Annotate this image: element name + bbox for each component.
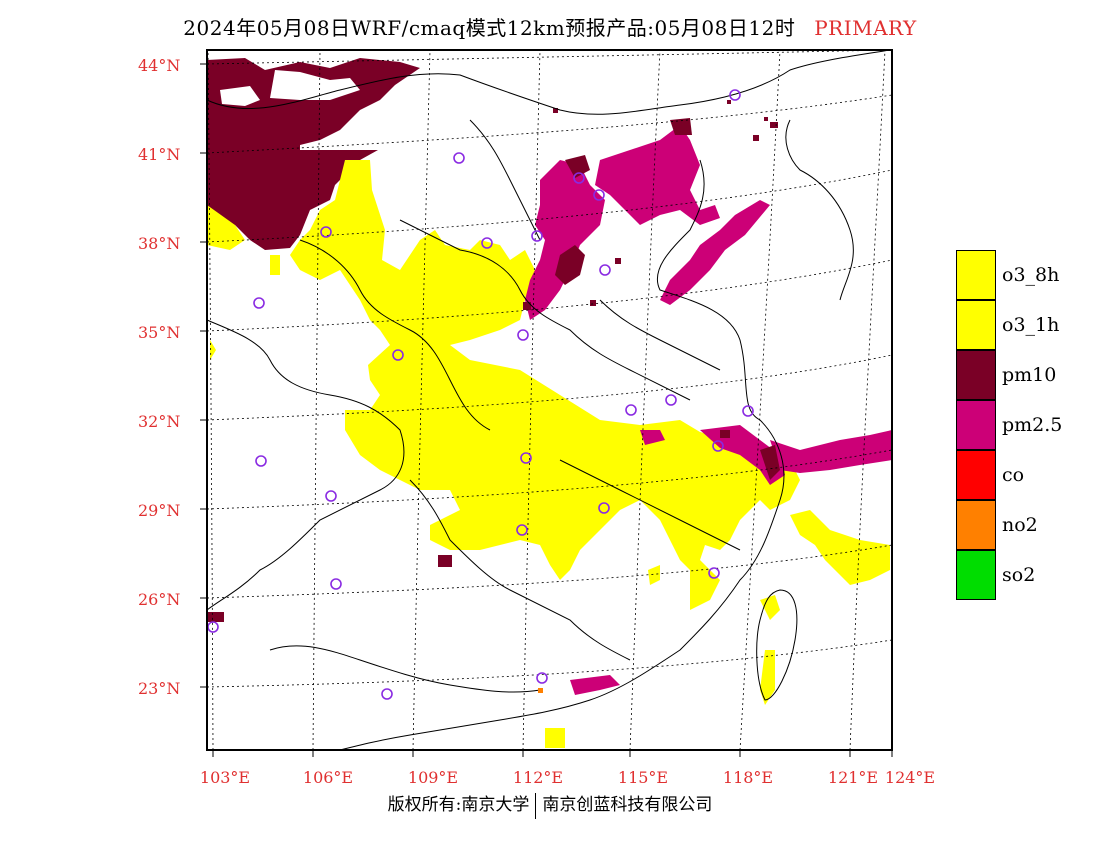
lon-label-121: 121°E xyxy=(827,768,879,787)
lat-label-41: 41°N xyxy=(138,145,181,164)
footer-separator xyxy=(535,792,537,819)
legend-item-so2: so2 xyxy=(956,550,1096,600)
no2-spot xyxy=(538,688,543,693)
lon-label-124: 124°E xyxy=(884,768,936,787)
o3-central xyxy=(290,160,800,610)
lon-label-106: 106°E xyxy=(302,768,354,787)
pm25-shandong xyxy=(660,200,770,305)
lon-label-109: 109°E xyxy=(407,768,459,787)
legend-swatch xyxy=(956,300,996,350)
pm25-yangtze-delta xyxy=(700,425,785,485)
legend-swatch xyxy=(956,250,996,300)
boundaries xyxy=(206,49,891,751)
map-frame xyxy=(206,49,893,751)
title-tag: PRIMARY xyxy=(814,16,917,40)
pm25-north-china-1 xyxy=(595,125,720,225)
pm25-regions xyxy=(525,125,892,695)
legend-label: o3_1h xyxy=(1002,314,1060,336)
lon-label-112: 112°E xyxy=(512,768,564,787)
lon-label-118: 118°E xyxy=(722,768,774,787)
lat-label-35: 35°N xyxy=(138,323,181,342)
legend-swatch xyxy=(956,550,996,600)
legend-swatch xyxy=(956,400,996,450)
legend-label: no2 xyxy=(1002,514,1038,536)
pm10-southwest xyxy=(206,612,224,622)
legend-label: pm2.5 xyxy=(1002,414,1063,436)
graticule xyxy=(206,49,893,751)
legend-swatch xyxy=(956,450,996,500)
legend-label: o3_8h xyxy=(1002,264,1060,286)
tick-marks xyxy=(200,63,893,757)
map-title: 2024年05月08日WRF/cmaq模式12km预报产品:05月08日12时 … xyxy=(0,12,1100,41)
lon-label-103: 103°E xyxy=(199,768,251,787)
legend-label: co xyxy=(1002,464,1025,486)
pm25-guangdong xyxy=(570,675,620,695)
lat-label-29: 29°N xyxy=(138,501,181,520)
legend-label: so2 xyxy=(1002,564,1036,586)
pm25-east-sea xyxy=(770,430,892,473)
legend-item-co: co xyxy=(956,450,1096,500)
lat-label-26: 26°N xyxy=(138,590,181,609)
title-main: 2024年05月08日WRF/cmaq模式12km预报产品:05月08日12时 xyxy=(183,16,796,40)
legend-item-pm10: pm10 xyxy=(956,350,1096,400)
legend-label: pm10 xyxy=(1002,364,1057,386)
pm25-north-china-2 xyxy=(525,160,605,320)
pm10-northwest xyxy=(207,58,420,250)
lat-label-23: 23°N xyxy=(138,679,181,698)
lat-label-44: 44°N xyxy=(138,56,181,75)
legend-item-pm25: pm2.5 xyxy=(956,400,1096,450)
footer-left: 版权所有:南京大学 xyxy=(387,795,530,815)
o3-regions xyxy=(207,160,890,748)
pm10-regions xyxy=(206,58,474,622)
legend-item-no2: no2 xyxy=(956,500,1096,550)
pm10-north-china xyxy=(523,100,780,480)
copyright-footer: 版权所有:南京大学 南京创蓝科技有限公司 xyxy=(0,790,1100,819)
legend-item-o3-1h: o3_1h xyxy=(956,300,1096,350)
lat-label-38: 38°N xyxy=(138,234,181,253)
station-markers xyxy=(207,89,754,700)
footer-right: 南京创蓝科技有限公司 xyxy=(542,795,713,815)
legend-swatch xyxy=(956,500,996,550)
o3-east-sea xyxy=(790,510,890,585)
legend-swatch xyxy=(956,350,996,400)
lon-label-115: 115°E xyxy=(617,768,669,787)
legend-item-o3-8h: o3_8h xyxy=(956,250,1096,300)
lat-label-32: 32°N xyxy=(138,412,181,431)
